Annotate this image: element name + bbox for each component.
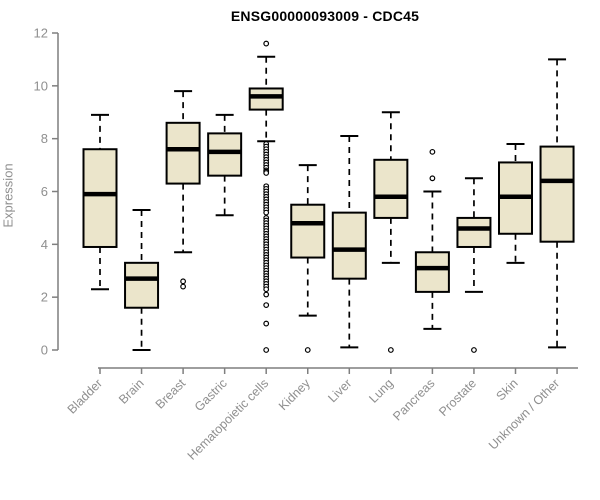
outlier-point [263,302,270,308]
iqr-box [331,211,367,280]
box-breast [165,90,201,290]
x-tick-label-liver: Liver [325,376,354,405]
box-brain [124,208,160,351]
iqr-box [456,216,492,248]
iqr-box [124,261,160,309]
y-tick-label: 2 [41,290,48,305]
outlier-point [263,170,270,176]
iqr-box [82,148,118,248]
box-gastric [207,113,243,217]
outlier-point [471,347,477,353]
y-tick-label: 4 [41,237,48,252]
x-tick-label-bladder: Bladder [65,376,105,416]
outlier-point [263,291,270,298]
x-tick-label-gastric: Gastric [192,376,230,414]
outlier-point [429,175,436,182]
y-tick-label: 10 [34,78,48,93]
box-kidney [290,164,326,353]
x-tick-label-unknown-other: Unknown / Other [486,376,562,452]
x-tick-label-skin: Skin [494,376,521,403]
y-tick-label: 8 [41,131,48,146]
iqr-box [373,158,409,219]
box-skin [498,142,533,264]
box-bladder [82,113,118,291]
y-tick-label: 6 [41,184,48,199]
y-axis: 0 2 4 6 8 10 12 [34,26,59,358]
outlier-point [263,40,270,47]
x-tick-label-lung: Lung [366,376,396,406]
outlier-point [387,347,394,353]
outlier-point [429,148,436,155]
x-tick-label-prostate: Prostate [436,376,479,419]
outlier-point [263,209,270,216]
iqr-box [165,121,201,185]
outlier-point [180,278,187,285]
iqr-box [539,145,575,243]
box-lung [373,111,409,353]
box-hematopoietic-cells [248,40,284,353]
outlier-point [263,286,270,293]
outlier-point [304,347,311,353]
outlier-point [263,320,270,327]
iqr-box [207,132,243,177]
box-prostate [456,177,492,353]
iqr-box [290,203,326,259]
x-tick-label-pancreas: Pancreas [390,376,437,423]
y-tick-label: 12 [34,26,48,41]
box-pancreas [414,148,450,330]
x-tick-label-hematopoietic-cells: Hematopoietic cells [185,376,272,463]
iqr-box [414,251,450,293]
box-unknown-other [539,58,575,349]
box-liver [331,135,367,349]
y-tick-label: 0 [41,343,48,358]
outlier-point [180,283,187,290]
outlier-point [263,347,270,353]
x-tick-label-kidney: Kidney [276,376,313,413]
chart-title: ENSG00000093009 - CDC45 [230,8,420,24]
x-tick-label-brain: Brain [116,376,147,407]
x-tick-label-breast: Breast [153,376,189,412]
iqr-box [248,87,284,111]
